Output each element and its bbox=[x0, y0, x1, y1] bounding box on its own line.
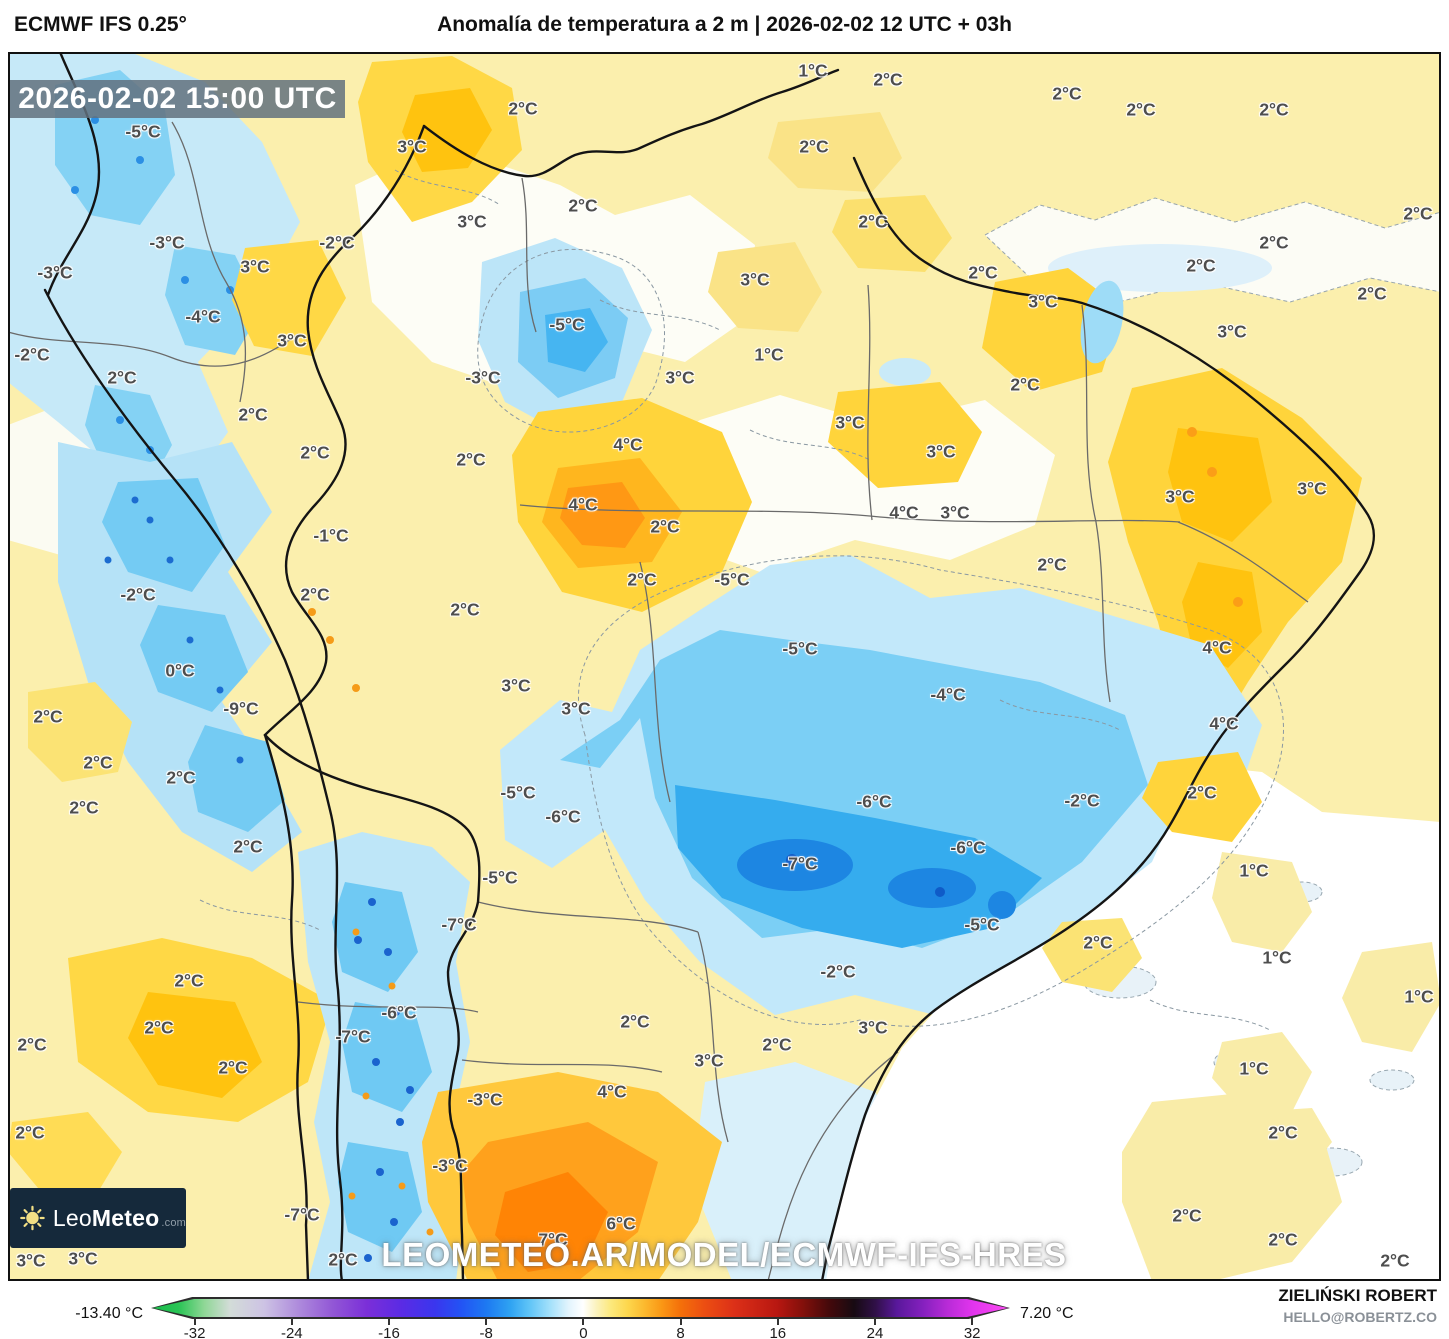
colorbar-tick-label: -16 bbox=[378, 1325, 400, 1339]
map-area bbox=[8, 52, 1441, 1281]
colorbar-tick bbox=[193, 1318, 196, 1325]
colorbar-tick bbox=[290, 1318, 293, 1325]
colorbar-tick-label: 8 bbox=[676, 1325, 685, 1339]
colorbar-tick bbox=[582, 1318, 585, 1325]
colorbar-max-label: 7.20 °C bbox=[1020, 1305, 1074, 1322]
colorbar-tick-label: -8 bbox=[479, 1325, 493, 1339]
timestamp-overlay: 2026-02-02 15:00 UTC bbox=[10, 80, 345, 118]
sun-icon bbox=[20, 1205, 45, 1231]
colorbar-min-label: -13.40 °C bbox=[75, 1305, 143, 1322]
watermark: LEOMETEO.AR/MODEL/ECMWF-IFS-HRES bbox=[381, 1236, 1067, 1273]
anomaly-fields bbox=[10, 54, 1439, 1279]
credit-name: ZIELIŃSKI ROBERT bbox=[1278, 1286, 1437, 1305]
logo-text-leo: Leo bbox=[52, 1204, 92, 1231]
colorbar-tick bbox=[971, 1318, 974, 1325]
colorbar-tick-label: 32 bbox=[963, 1325, 981, 1339]
page-title: Anomalía de temperatura a 2 m | 2026-02-… bbox=[437, 13, 1012, 36]
colorbar-gradient bbox=[153, 1299, 1008, 1317]
colorbar-tick bbox=[679, 1318, 682, 1325]
colorbar-tick bbox=[874, 1318, 876, 1325]
titlebar: ECMWF IFS 0.25° Anomalía de temperatura … bbox=[0, 0, 1449, 52]
leometeo-logo: LeoMeteo .com bbox=[10, 1188, 186, 1248]
logo-text-meteo: Meteo bbox=[91, 1204, 160, 1231]
colorbar-tick-label: -24 bbox=[280, 1325, 303, 1339]
colorbar-tick-label: 24 bbox=[866, 1325, 884, 1339]
state-borders bbox=[10, 121, 1309, 1279]
credit-block: ZIELIŃSKI ROBERT HELLO@ROBERTZ.CO bbox=[1278, 1286, 1437, 1325]
colorbar-tick bbox=[776, 1318, 779, 1325]
model-name: ECMWF IFS 0.25° bbox=[14, 13, 187, 36]
logo-text: LeoMeteo .com bbox=[53, 1205, 186, 1232]
credit-email: HELLO@ROBERTZ.CO bbox=[1283, 1309, 1437, 1325]
colorbar-tick bbox=[388, 1318, 390, 1325]
colorbar-tick-label: 0 bbox=[579, 1325, 588, 1339]
colorbar-ticks: -32 -24 -16 -8 0 8 16 24 32 bbox=[153, 1317, 1008, 1339]
logo-text-com: .com bbox=[161, 1216, 186, 1229]
colorbar-tick-label: 16 bbox=[769, 1325, 787, 1339]
contour-lines bbox=[199, 169, 1284, 1031]
colorbar-tick-label: -32 bbox=[183, 1325, 206, 1339]
colorbar-tick bbox=[485, 1318, 488, 1325]
anomaly-map-art bbox=[10, 54, 1439, 1279]
